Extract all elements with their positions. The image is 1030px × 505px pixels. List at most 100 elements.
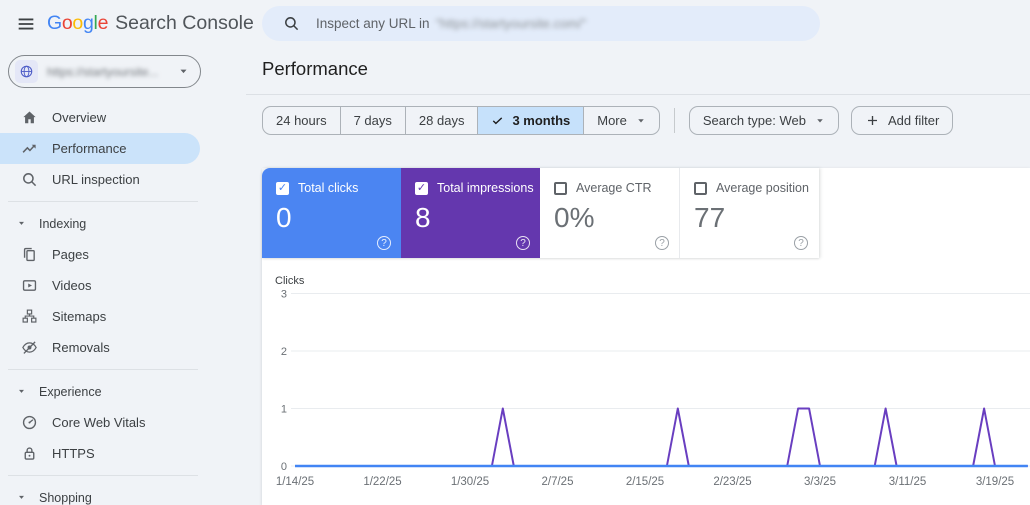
- filter-row: 24 hours 7 days 28 days 3 months More Search…: [262, 106, 954, 135]
- checkbox-unchecked-icon[interactable]: [694, 181, 707, 195]
- date-range-label: More: [597, 113, 627, 128]
- metric-label: Total impressions: [437, 181, 534, 195]
- video-icon: [21, 277, 38, 294]
- help-icon[interactable]: ?: [516, 236, 530, 250]
- metric-value: 0: [276, 202, 292, 233]
- sidebar-item-overview[interactable]: Overview: [0, 102, 200, 133]
- caret-down-icon: [636, 116, 646, 126]
- sidebar-item-pages[interactable]: Pages: [0, 239, 200, 270]
- sidebar-item-label: Pages: [52, 247, 89, 262]
- x-tick-label: 2/23/25: [713, 476, 751, 488]
- y-tick-label: 0: [281, 461, 287, 473]
- help-icon[interactable]: ?: [377, 236, 391, 250]
- search-property-url-redacted: "https://startyoursite.com/": [435, 16, 587, 31]
- home-icon: [21, 109, 38, 126]
- metric-card-header: Average position: [694, 181, 818, 195]
- series-line-impressions: [295, 407, 1028, 467]
- x-tick-label: 3/11/25: [889, 476, 927, 488]
- metric-card-average-position[interactable]: Average position 77?: [679, 168, 818, 258]
- sidebar-item-sitemaps[interactable]: Sitemaps: [0, 301, 200, 332]
- sidebar-item-videos[interactable]: Videos: [0, 270, 200, 301]
- metric-label: Average position: [716, 181, 809, 195]
- logo-letter: l: [93, 12, 98, 34]
- help-icon[interactable]: ?: [655, 236, 669, 250]
- metric-card-total-impressions[interactable]: ✓ Total impressions 8?: [401, 168, 540, 258]
- x-tick-label: 2/7/25: [542, 476, 574, 488]
- sidebar-item-label: HTTPS: [52, 446, 95, 461]
- app-logo[interactable]: Google Search Console: [47, 12, 254, 35]
- logo-letter: o: [61, 12, 73, 34]
- sidebar-item-label: Sitemaps: [52, 309, 107, 324]
- caret-down-icon: [17, 219, 26, 228]
- section-label: Experience: [39, 384, 102, 399]
- date-range-24-hours[interactable]: 24 hours: [263, 107, 341, 134]
- date-range-label: 24 hours: [276, 113, 327, 128]
- date-range-label: 3 months: [512, 113, 571, 128]
- chevron-down-icon: [178, 66, 189, 77]
- sidebar-item-core-web-vitals[interactable]: Core Web Vitals: [0, 407, 200, 438]
- logo-brand: Google: [47, 12, 108, 35]
- caret-down-icon: [17, 493, 26, 502]
- metric-value: 8: [415, 202, 431, 233]
- metric-card-header: ✓ Total clicks: [276, 181, 401, 195]
- checkbox-unchecked-icon[interactable]: [554, 181, 567, 195]
- date-range-label: 7 days: [353, 113, 392, 128]
- performance-report-card: ✓ Total clicks 0? ✓ Total impressions 8? Avera…: [262, 168, 1030, 505]
- url-inspect-searchbar[interactable]: Inspect any URL in "https://startyoursit…: [262, 6, 820, 41]
- eye-off-icon: [21, 339, 38, 356]
- sidebar-item-removals[interactable]: Removals: [0, 332, 200, 363]
- sidebar-item-label: Videos: [52, 278, 92, 293]
- y-tick-label: 3: [281, 289, 287, 301]
- sidebar-item-performance[interactable]: Performance: [0, 133, 200, 164]
- property-selector[interactable]: https://startyoursite...: [8, 55, 201, 88]
- add-filter-label: Add filter: [887, 113, 940, 128]
- metric-card-total-clicks[interactable]: ✓ Total clicks 0?: [262, 168, 401, 258]
- search-icon: [283, 15, 300, 32]
- sidebar-item-label: URL inspection: [52, 172, 140, 187]
- sidebar-item-label: Performance: [52, 141, 127, 156]
- date-range-more[interactable]: More: [584, 107, 659, 134]
- y-tick-label: 1: [281, 404, 287, 416]
- metric-value: 0%: [554, 202, 595, 233]
- sidebar-section-indexing[interactable]: Indexing: [0, 208, 212, 239]
- sidebar-section-shopping[interactable]: Shopping: [0, 482, 212, 505]
- date-range-28-days[interactable]: 28 days: [406, 107, 479, 134]
- date-range-label: 28 days: [418, 113, 465, 128]
- sidebar-nav: Overview Performance URL inspection Indexin…: [0, 102, 212, 505]
- metric-card-average-ctr[interactable]: Average CTR 0%?: [540, 168, 679, 258]
- caret-down-icon: [17, 387, 26, 396]
- metric-label: Total clicks: [298, 181, 359, 195]
- pages-icon: [21, 246, 38, 263]
- sidebar-item-https[interactable]: HTTPS: [0, 438, 200, 469]
- menu-button[interactable]: [13, 12, 39, 38]
- help-icon[interactable]: ?: [794, 236, 808, 250]
- x-tick-label: 1/22/25: [363, 476, 401, 488]
- lock-icon: [21, 445, 38, 462]
- date-range-3-months[interactable]: 3 months: [478, 107, 585, 134]
- x-tick-label: 3/3/25: [804, 476, 836, 488]
- logo-letter: e: [97, 12, 109, 34]
- date-range-control: 24 hours 7 days 28 days 3 months More: [262, 106, 660, 135]
- x-tick-label: 2/15/25: [626, 476, 664, 488]
- add-filter-button[interactable]: Add filter: [850, 106, 954, 135]
- sidebar-section-experience[interactable]: Experience: [0, 376, 212, 407]
- x-tick-label: 1/30/25: [451, 476, 489, 488]
- checkbox-checked-icon[interactable]: ✓: [415, 181, 428, 195]
- globe-icon: [19, 64, 34, 79]
- search-placeholder: Inspect any URL in: [316, 16, 430, 31]
- page-title: Performance: [262, 58, 368, 79]
- plus-icon: [865, 113, 880, 128]
- x-tick-label: 1/14/25: [276, 476, 314, 488]
- title-divider: [246, 94, 1030, 95]
- search-type-button[interactable]: Search type: Web: [688, 106, 839, 135]
- clicks-chart: 0 1 2 3 Clicks 1/14/25 1/22/25 1/30/25 2/7/25 2/1…: [275, 275, 1030, 488]
- checkbox-checked-icon[interactable]: ✓: [276, 181, 289, 195]
- section-label: Shopping: [39, 490, 92, 505]
- date-range-7-days[interactable]: 7 days: [341, 107, 406, 134]
- sidebar-item-url-inspection[interactable]: URL inspection: [0, 164, 200, 195]
- logo-letter: G: [47, 12, 62, 34]
- logo-letter: o: [72, 12, 83, 34]
- search-type-label: Search type: Web: [702, 113, 806, 128]
- metric-card-header: ✓ Total impressions: [415, 181, 540, 195]
